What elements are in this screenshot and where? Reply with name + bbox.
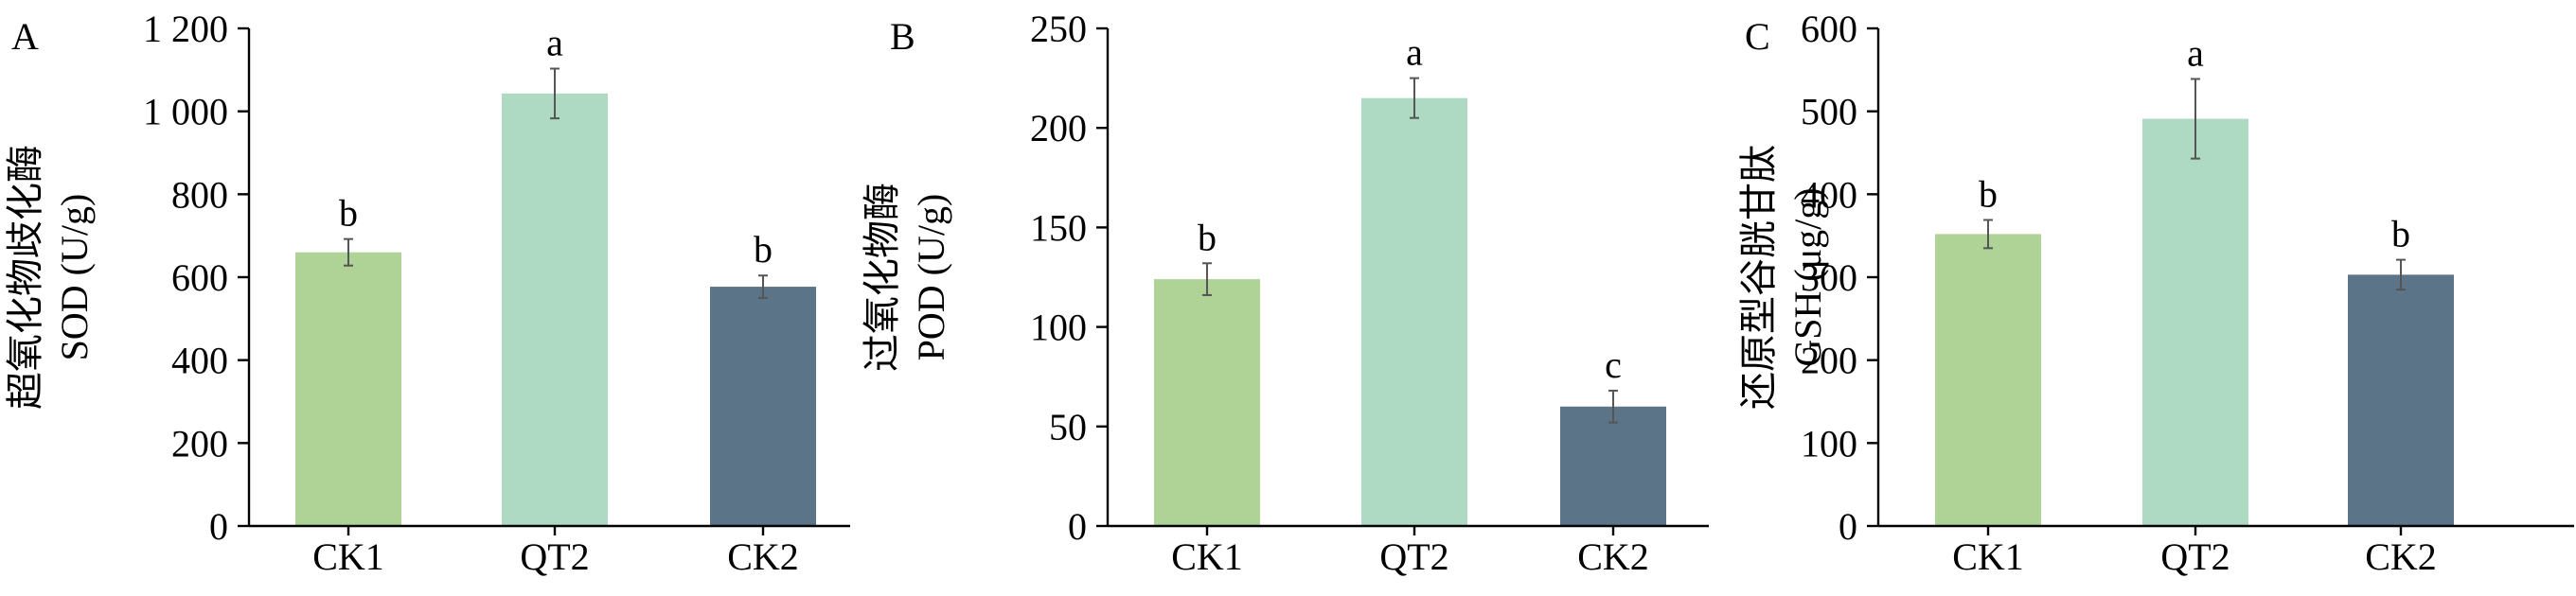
y-tick-label: 100: [1030, 307, 1087, 349]
x-tick-label: CK1: [1952, 535, 2024, 578]
panel-letter: C: [1745, 15, 1770, 58]
y-tick-label: 200: [1030, 107, 1087, 149]
y-tick-label: 600: [171, 256, 228, 299]
chart-panel-b: B 过氧化物酶 POD (U/g) b CK1 a QT2 c CK2 0 50 100 150 200 2…: [861, 8, 1709, 578]
bar: [295, 252, 401, 526]
y-tick-label: 400: [1801, 173, 1857, 216]
bar: [2348, 274, 2454, 526]
significance-letter: a: [546, 22, 563, 64]
y-axis-label: 过氧化物酶: [861, 183, 903, 372]
y-tick-label: 1 200: [143, 8, 228, 50]
bar: [1154, 279, 1260, 526]
bar: [1935, 234, 2041, 526]
chart-panel-c: C 还原型谷胱甘肽 GSH (μg/g) b CK1 a QT2 b CK2 0 100 200 300…: [1737, 8, 2574, 578]
x-tick-label: CK2: [1577, 535, 1649, 578]
y-tick-label: 300: [1801, 256, 1857, 299]
y-tick-label: 600: [1801, 8, 1857, 50]
y-axis-label: SOD (U/g): [53, 194, 96, 361]
y-tick-label: 50: [1049, 406, 1087, 448]
y-tick-label: 800: [171, 173, 228, 216]
x-tick-label: CK1: [312, 535, 384, 578]
x-tick-label: QT2: [520, 535, 589, 578]
significance-letter: c: [1605, 343, 1622, 386]
y-tick-label: 0: [1068, 505, 1087, 548]
x-tick-label: QT2: [2160, 535, 2230, 578]
significance-letter: b: [339, 192, 358, 235]
y-tick-label: 0: [209, 505, 228, 548]
significance-letter: b: [754, 228, 773, 271]
bar: [502, 93, 608, 527]
chart-panel-a: A 超氧化物歧化酶 SOD (U/g) b CK1 a QT2 b CK2 0 200 400 600 8…: [4, 8, 850, 578]
y-tick-label: 200: [1801, 340, 1857, 382]
x-tick-label: CK2: [727, 535, 799, 578]
bar: [710, 287, 816, 526]
y-tick-label: 400: [171, 340, 228, 382]
significance-letter: a: [2187, 31, 2204, 74]
x-tick-label: QT2: [1379, 535, 1448, 578]
y-tick-label: 200: [171, 422, 228, 465]
y-tick-label: 250: [1030, 8, 1087, 50]
significance-letter: b: [1979, 173, 1998, 216]
x-tick-label: CK1: [1171, 535, 1243, 578]
y-tick-label: 1 000: [143, 91, 228, 133]
bar: [1361, 97, 1467, 526]
x-tick-label: CK2: [2365, 535, 2437, 578]
significance-letter: a: [1406, 31, 1423, 74]
y-tick-label: 100: [1801, 422, 1857, 465]
significance-letter: b: [2391, 213, 2410, 255]
bar: [2142, 118, 2248, 526]
y-axis-label: 超氧化物歧化酶: [4, 145, 46, 410]
significance-letter: b: [1198, 216, 1217, 258]
y-axis-label: 还原型谷胱甘肽: [1737, 145, 1780, 410]
y-tick-label: 150: [1030, 206, 1087, 249]
y-axis-label: GSH (μg/g): [1786, 187, 1829, 366]
bar: [1560, 406, 1666, 526]
y-axis-label: POD (U/g): [910, 194, 952, 361]
y-tick-label: 0: [1839, 505, 1857, 548]
y-tick-label: 500: [1801, 91, 1857, 133]
panel-letter: B: [890, 15, 915, 58]
panel-letter: A: [11, 15, 39, 58]
